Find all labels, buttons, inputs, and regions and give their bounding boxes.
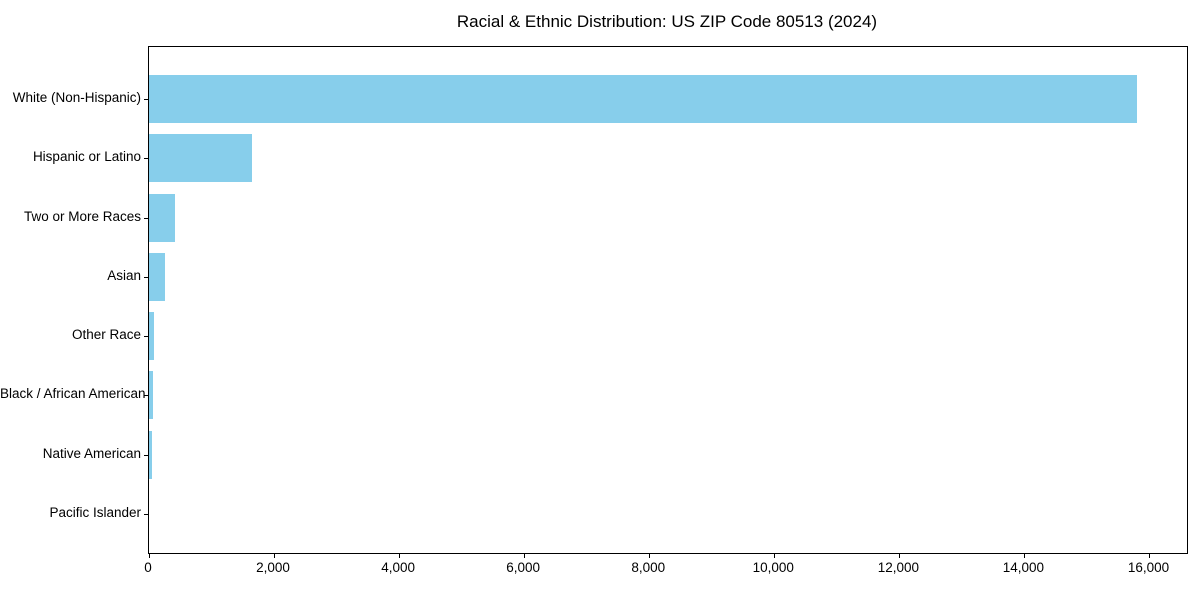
x-tick-mark (1023, 554, 1025, 558)
y-tick-mark (144, 454, 148, 456)
y-axis-label-asian: Asian (107, 267, 141, 283)
y-tick-mark (144, 514, 148, 515)
bar-two-or-more-races (149, 193, 176, 242)
bar-native-american (149, 430, 152, 479)
y-axis-label-black-african-american: Black / African American (0, 386, 146, 402)
y-tick-mark (144, 336, 148, 338)
x-axis-tick-label: 0 (144, 560, 152, 575)
x-axis-tick-label: 6,000 (506, 560, 541, 575)
y-axis-label-white-non-hispanic: White (Non-Hispanic) (12, 90, 141, 105)
y-tick-mark (144, 158, 148, 160)
y-axis-label-native-american: Native American (42, 445, 141, 461)
plot-area (144, 46, 1188, 558)
x-tick-mark (898, 554, 900, 558)
y-tick-mark (144, 395, 148, 397)
bar-asian (149, 252, 165, 301)
bar-other-race (149, 312, 154, 361)
x-tick-mark (523, 554, 525, 558)
x-axis-tick-label: 4,000 (381, 560, 416, 575)
x-axis-tick-label: 8,000 (631, 560, 666, 575)
x-axis-tick-label: 2,000 (256, 560, 290, 575)
x-tick-mark (148, 554, 150, 558)
y-tick-mark (144, 99, 148, 100)
y-axis-label-hispanic-or-latino: Hispanic or Latino (32, 149, 141, 165)
y-axis-label-two-or-more-races: Two or More Races (23, 208, 141, 224)
bar-white-non-hispanic (149, 75, 1137, 123)
x-tick-mark (773, 554, 775, 558)
x-axis-tick-label: 10,000 (752, 560, 794, 575)
x-axis-tick-label: 16,000 (1127, 560, 1170, 575)
x-tick-mark (273, 554, 275, 558)
y-axis-label-other-race: Other Race (71, 327, 141, 343)
bar-hispanic-or-latino (149, 134, 253, 183)
x-axis-tick-label: 14,000 (1002, 560, 1045, 575)
chart-title: Racial & Ethnic Distribution: US ZIP Cod… (456, 12, 878, 31)
bar-black-african-american (149, 371, 154, 420)
y-tick-mark (144, 276, 148, 278)
y-axis-label-pacific-islander: Pacific Islander (49, 505, 141, 520)
x-tick-mark (1148, 554, 1150, 558)
x-tick-mark (648, 554, 650, 558)
y-tick-mark (144, 217, 148, 219)
x-tick-mark (398, 554, 400, 558)
x-axis-tick-label: 12,000 (877, 560, 920, 575)
